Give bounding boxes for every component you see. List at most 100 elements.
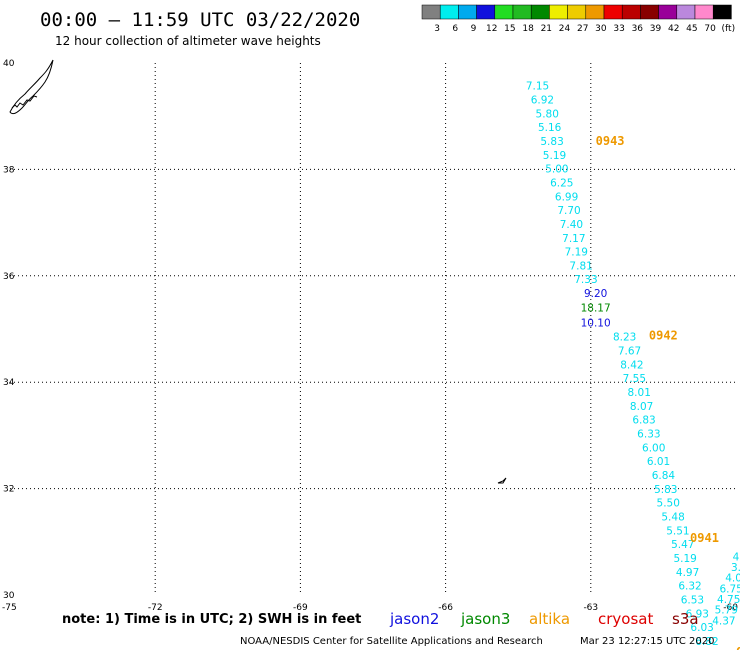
scale-swatch	[567, 4, 587, 20]
y-tick-label: 40	[3, 59, 15, 69]
swh-value-altika: 8.23	[613, 332, 636, 344]
scale-label: 12	[486, 24, 497, 34]
swh-value-altika: 7.40	[560, 219, 583, 231]
legend-altika: altika	[529, 610, 570, 628]
swh-value-altika: 5.51	[666, 525, 689, 537]
scale-label: 18	[522, 24, 534, 34]
scale-swatch	[494, 4, 514, 20]
scale-label: 45	[686, 24, 697, 34]
plot-area: 30 32 34 36 38 40 -75 -72 -69 -66 -63 -60 7.156.92…	[2, 59, 740, 650]
swh-value-jason2: 9.20	[584, 288, 607, 300]
swh-value-altika: 6.25	[550, 177, 573, 189]
scale-label: 9	[471, 24, 477, 34]
scale-label: 21	[541, 24, 552, 34]
footer-credit: NOAA/NESDIS Center for Satellite Applica…	[240, 636, 543, 647]
swh-value-altika: 6.01	[647, 456, 670, 468]
swh-value-altika: 8.42	[620, 359, 643, 371]
swh-value-altika: 4.0	[725, 573, 740, 585]
swh-value-altika: 6.32	[678, 581, 701, 593]
swh-value-altika: 5.19	[673, 553, 696, 565]
scale-swatch	[712, 4, 732, 20]
swh-value-altika: 6.33	[637, 429, 660, 441]
coastline	[9, 59, 507, 484]
y-tick-label: 32	[3, 485, 14, 495]
legend-jason2: jason2	[389, 610, 439, 628]
swh-value-altika: 6.75	[719, 583, 740, 595]
data-points: 7.156.92 5.80 5.16 5.83 5.19 5.006.25 6.99 7.70…	[526, 81, 740, 650]
swh-value-altika: 6.92	[531, 94, 554, 106]
swh-value-altika: 4	[733, 551, 740, 563]
swh-value-altika: 5.83	[540, 136, 563, 148]
swh-value-altika: 6.99	[555, 191, 578, 203]
scale-label: 42	[668, 24, 679, 34]
x-tick-label: -60	[723, 603, 738, 613]
swh-value-altika: 5.48	[661, 512, 684, 524]
scale-swatch	[640, 4, 659, 20]
swh-value-altika: 8.07	[630, 401, 653, 413]
swh-value-altika: 6.82	[695, 636, 718, 648]
legend-s3a: s3a	[672, 610, 699, 628]
scale-swatch	[439, 4, 459, 20]
swh-value-altika: 6.93	[686, 608, 709, 620]
footer-timestamp: Mar 23 12:27:15 UTC 2020	[580, 636, 715, 647]
swh-value-altika: 5.47	[671, 539, 694, 551]
x-tick-label: -75	[2, 603, 17, 613]
swh-value-altika: 7.33	[574, 274, 597, 286]
scale-swatch	[585, 4, 605, 20]
y-tick-label: 38	[3, 165, 15, 175]
pass-time-labels: 0943 0942 0941 095	[596, 134, 740, 650]
swh-value-altika: 5.16	[538, 122, 562, 134]
scale-label: 24	[559, 24, 571, 34]
swh-value-altika: 7.81	[569, 260, 592, 272]
swh-value-altika: 8.01	[628, 387, 651, 399]
grid-lines	[10, 63, 736, 595]
x-tick-label: -72	[148, 603, 163, 613]
swh-value-altika: 4.37	[712, 615, 735, 627]
wave-height-color-scale: 3 6 9 12 15 18 21 24 27 30 33 36 39 42 45 70 (ft)	[421, 4, 736, 34]
swh-value-altika: 5.00	[545, 164, 568, 176]
scale-swatch	[603, 4, 623, 20]
scale-swatch	[549, 4, 568, 20]
scale-label: 6	[452, 24, 458, 34]
chart-subtitle: 12 hour collection of altimeter wave hei…	[55, 34, 321, 48]
swh-value-altika: 5.83	[654, 484, 677, 496]
y-axis-tick-labels: 30 32 34 36 38 40	[3, 59, 15, 601]
swh-value-altika: 7.70	[557, 205, 580, 217]
y-tick-label: 36	[3, 272, 15, 282]
y-tick-label: 34	[3, 378, 15, 388]
scale-label: 36	[632, 24, 644, 34]
swh-value-altika: 7.17	[562, 233, 585, 245]
swh-value-altika: 4.75	[717, 594, 740, 606]
scale-swatch	[421, 4, 441, 20]
swh-value-altika: 7.67	[618, 346, 641, 358]
scale-swatch	[458, 4, 477, 20]
scale-swatch	[530, 4, 550, 20]
swh-value-altika: 6.83	[632, 415, 655, 427]
swh-value-jason2: 10.10	[581, 317, 611, 329]
scale-label: 33	[613, 24, 624, 34]
scale-label: (ft)	[722, 24, 736, 34]
pass-time-label: 0942	[649, 329, 678, 343]
note-text: note: 1) Time is in UTC; 2) SWH is in fe…	[62, 612, 361, 627]
scale-label: 70	[704, 24, 716, 34]
satellite-legend: jason2 jason3 altika cryosat s3a	[389, 610, 699, 628]
scale-label: 39	[650, 24, 662, 34]
swh-value-altika: 7.19	[565, 247, 588, 259]
scale-label: 30	[595, 24, 607, 34]
y-tick-label: 30	[3, 591, 15, 601]
x-tick-label: -63	[583, 603, 598, 613]
legend-jason3: jason3	[460, 610, 510, 628]
scale-label: 3	[434, 24, 440, 34]
swh-value-altika: 5.79	[715, 605, 738, 617]
scale-swatch	[658, 4, 678, 20]
legend-cryosat: cryosat	[598, 610, 653, 628]
swh-value-jason3: 18.17	[581, 302, 611, 314]
swh-value-altika: 5.50	[657, 498, 680, 510]
swh-value-altika: 6.00	[642, 442, 665, 454]
pass-time-label: 0941	[690, 531, 719, 545]
scale-swatch	[621, 4, 641, 20]
x-tick-label: -69	[293, 603, 308, 613]
scale-swatch	[512, 4, 532, 20]
swh-value-altika: 7.15	[526, 81, 549, 93]
